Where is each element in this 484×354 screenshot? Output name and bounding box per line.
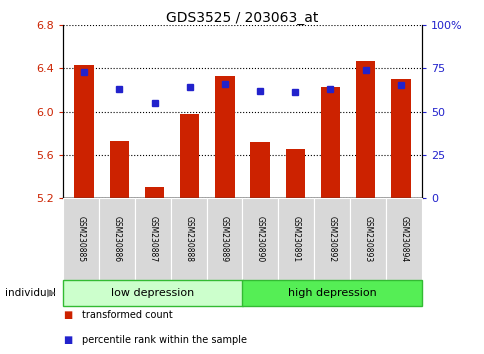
Text: low depression: low depression: [111, 288, 194, 298]
Text: GSM230893: GSM230893: [363, 216, 372, 262]
Bar: [355, 61, 375, 198]
Text: high depression: high depression: [287, 288, 376, 298]
Bar: [320, 87, 339, 198]
Bar: [215, 76, 234, 198]
Text: individual: individual: [5, 288, 56, 298]
Bar: [75, 65, 93, 198]
Bar: [285, 149, 304, 198]
Text: ■: ■: [63, 310, 72, 320]
Text: ▶: ▶: [46, 288, 55, 298]
Bar: [109, 141, 129, 198]
Text: GDS3525 / 203063_at: GDS3525 / 203063_at: [166, 11, 318, 25]
Bar: [250, 142, 269, 198]
Bar: [391, 79, 409, 198]
Text: GSM230894: GSM230894: [399, 216, 408, 262]
Bar: [145, 187, 164, 198]
Text: GSM230888: GSM230888: [184, 216, 193, 262]
Text: GSM230886: GSM230886: [112, 216, 121, 262]
Text: GSM230889: GSM230889: [220, 216, 228, 262]
Text: GSM230885: GSM230885: [76, 216, 85, 262]
Text: ■: ■: [63, 335, 72, 345]
Bar: [180, 114, 199, 198]
Text: GSM230890: GSM230890: [256, 216, 264, 262]
Text: GSM230892: GSM230892: [327, 216, 336, 262]
Text: percentile rank within the sample: percentile rank within the sample: [82, 335, 247, 345]
Text: GSM230887: GSM230887: [148, 216, 157, 262]
Text: transformed count: transformed count: [82, 310, 173, 320]
Text: GSM230891: GSM230891: [291, 216, 300, 262]
